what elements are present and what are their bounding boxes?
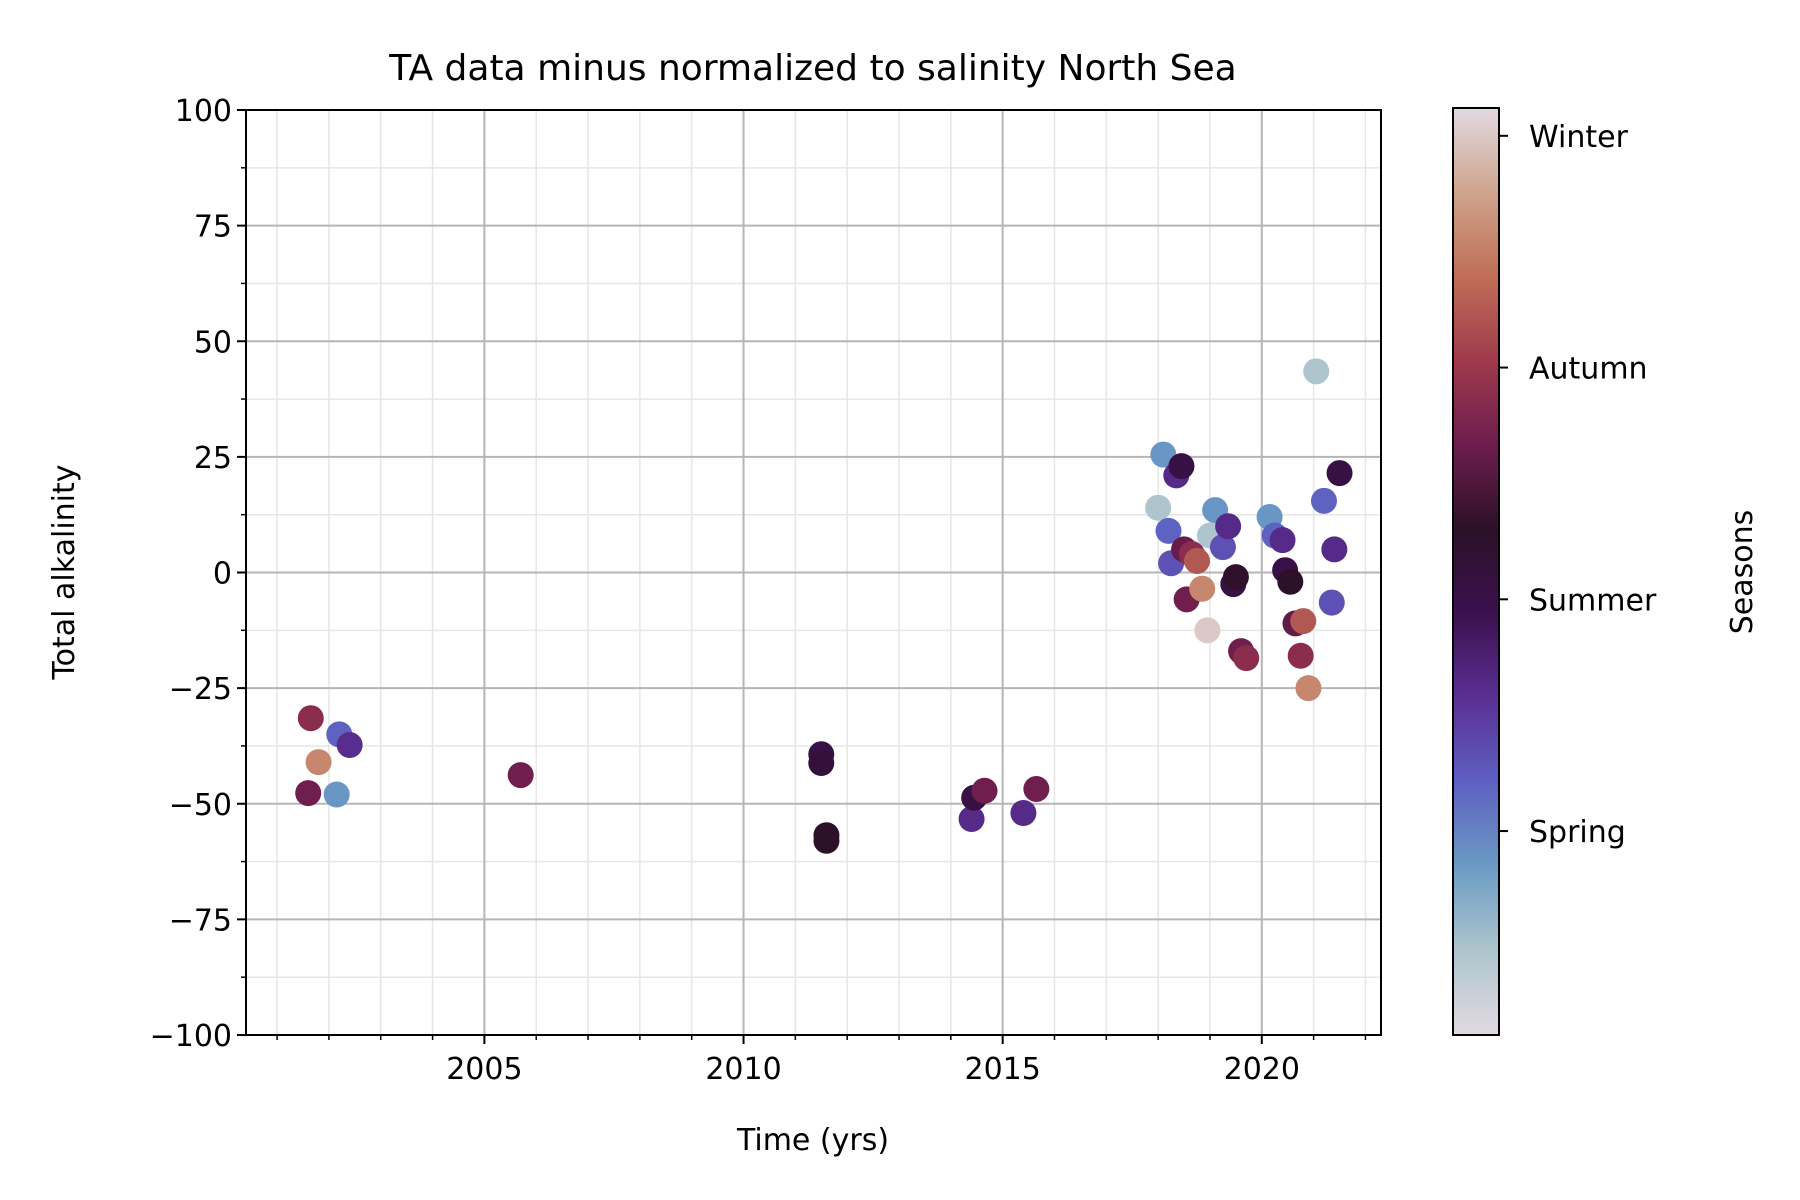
data-point xyxy=(1233,645,1260,672)
data-point xyxy=(1290,608,1317,635)
data-point xyxy=(336,732,363,759)
colorbar-label: Seasons xyxy=(1725,510,1760,635)
data-point xyxy=(813,827,840,854)
colorbar-tick-label: Spring xyxy=(1529,815,1626,850)
x-tick-label: 2005 xyxy=(446,1052,522,1087)
y-tick-label: −75 xyxy=(169,903,232,938)
y-tick-label: 25 xyxy=(194,441,232,476)
data-point xyxy=(1303,358,1330,385)
y-tick-label: 0 xyxy=(213,557,232,592)
data-point xyxy=(1277,568,1304,595)
chart-title: TA data minus normalized to salinity Nor… xyxy=(388,48,1236,89)
data-point xyxy=(1215,513,1242,540)
y-tick-label: −25 xyxy=(169,672,232,707)
colorbar-ticks: Winter Autumn Summer Spring xyxy=(1499,120,1657,850)
y-tick-label: 50 xyxy=(194,325,232,360)
data-point xyxy=(1168,453,1195,480)
data-point xyxy=(295,780,322,807)
data-point xyxy=(1209,534,1236,561)
colorbar-tick-label: Summer xyxy=(1529,583,1657,618)
y-tick-label: 100 xyxy=(175,94,232,129)
x-axis: 2005 2010 2015 2020 xyxy=(276,1035,1367,1087)
data-point xyxy=(1010,800,1037,826)
y-tick-label: 75 xyxy=(194,210,232,245)
data-point xyxy=(1184,547,1211,574)
data-point xyxy=(958,806,985,833)
data-point xyxy=(507,762,534,789)
data-point xyxy=(305,749,332,776)
data-point xyxy=(1189,575,1216,602)
colorbar xyxy=(1452,107,1500,1036)
x-tick-label: 2015 xyxy=(964,1052,1040,1087)
data-point xyxy=(1287,642,1314,669)
colorbar-tick-label: Winter xyxy=(1529,120,1629,155)
data-point xyxy=(1295,675,1322,702)
data-point xyxy=(1145,494,1172,521)
x-axis-label: Time (yrs) xyxy=(736,1123,889,1158)
y-axis: −100 −75 −50 −25 0 25 50 75 100 xyxy=(150,94,246,1054)
y-tick-label: −100 xyxy=(150,1019,232,1054)
data-point xyxy=(297,705,324,732)
data-point xyxy=(971,777,998,804)
x-tick-label: 2020 xyxy=(1224,1052,1300,1087)
data-point xyxy=(1318,589,1345,616)
scatter-points xyxy=(295,358,1353,854)
data-point xyxy=(1155,517,1182,544)
y-tick-label: −50 xyxy=(169,788,232,823)
data-point xyxy=(323,781,350,808)
data-point xyxy=(1321,536,1348,563)
x-tick-label: 2010 xyxy=(705,1052,781,1087)
data-point xyxy=(1023,775,1050,802)
colorbar-tick-label: Autumn xyxy=(1529,352,1648,387)
data-point xyxy=(1310,487,1337,514)
data-point xyxy=(1269,527,1296,554)
data-point xyxy=(808,750,835,777)
data-point xyxy=(1194,617,1221,644)
data-point xyxy=(1222,564,1249,591)
y-axis-label: Total alkalinity xyxy=(47,464,82,680)
data-point xyxy=(1326,460,1353,487)
